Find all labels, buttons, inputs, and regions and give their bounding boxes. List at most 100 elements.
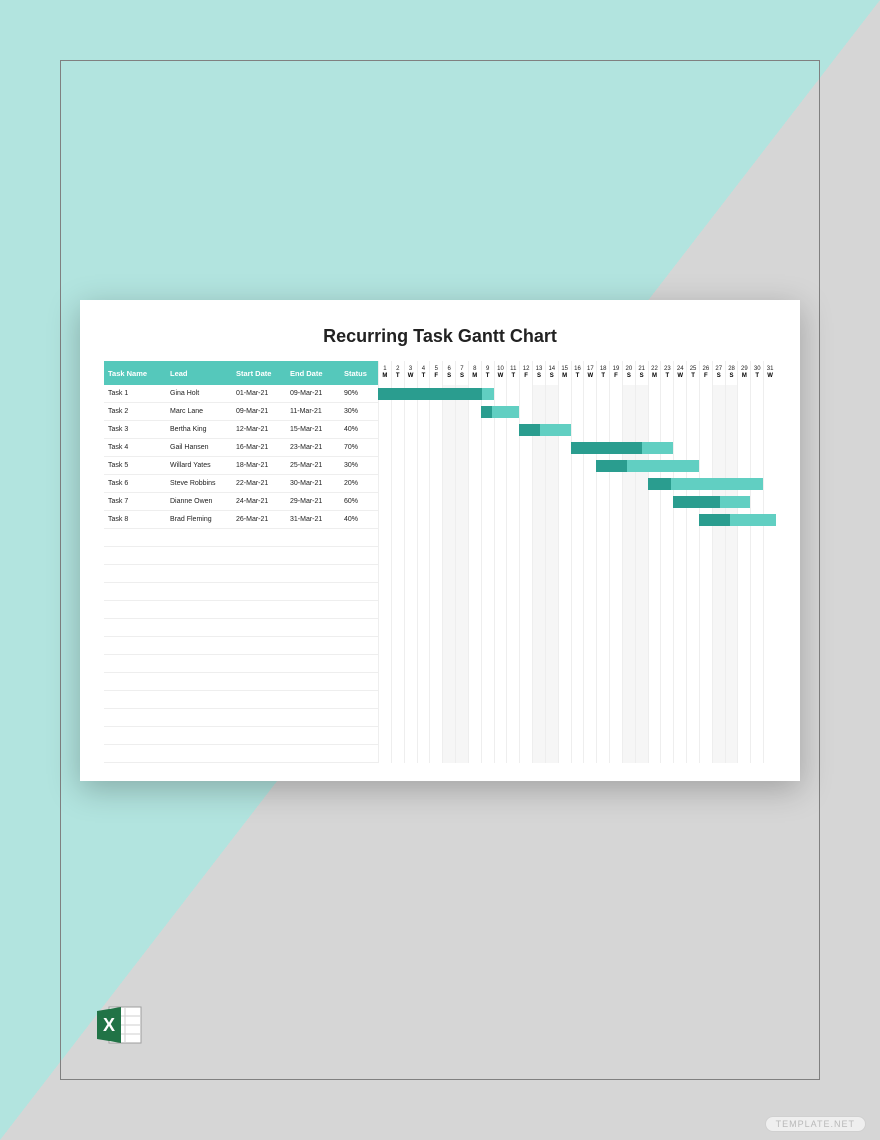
task-row: Task 3Bertha King12-Mar-2115-Mar-2140% xyxy=(104,421,378,439)
empty-row xyxy=(104,547,378,565)
bar-row xyxy=(378,421,776,439)
cell-status: 40% xyxy=(340,511,378,528)
gantt-bar-progress xyxy=(481,406,493,418)
calendar-day-header: 4T xyxy=(417,361,430,385)
bar-row xyxy=(378,673,776,691)
cell-start: 26-Mar-21 xyxy=(232,511,286,528)
cell-end: 09-Mar-21 xyxy=(286,385,340,402)
calendar-day-header: 1M xyxy=(378,361,391,385)
task-row: Task 1Gina Holt01-Mar-2109-Mar-2190% xyxy=(104,385,378,403)
document-card: Recurring Task Gantt Chart Task Name Lea… xyxy=(80,300,800,781)
cell-start: 18-Mar-21 xyxy=(232,457,286,474)
bar-row xyxy=(378,565,776,583)
empty-row xyxy=(104,619,378,637)
cell-start: 24-Mar-21 xyxy=(232,493,286,510)
empty-row xyxy=(104,709,378,727)
empty-row xyxy=(104,637,378,655)
empty-row xyxy=(104,565,378,583)
excel-icon: X xyxy=(95,1005,143,1045)
calendar-day-header: 7S xyxy=(455,361,468,385)
calendar-column xyxy=(378,385,776,763)
calendar-day-header: 13S xyxy=(532,361,545,385)
empty-row xyxy=(104,691,378,709)
task-row: Task 6Steve Robbins22-Mar-2130-Mar-2120% xyxy=(104,475,378,493)
gantt-bar-progress xyxy=(648,478,671,490)
data-area: Task 1Gina Holt01-Mar-2109-Mar-2190%Task… xyxy=(104,385,776,763)
bar-row xyxy=(378,385,776,403)
cell-task: Task 8 xyxy=(104,511,166,528)
calendar-day-header: 21S xyxy=(635,361,648,385)
cell-task: Task 7 xyxy=(104,493,166,510)
chart-title: Recurring Task Gantt Chart xyxy=(104,326,776,347)
calendar-day-header: 8M xyxy=(468,361,481,385)
bar-row xyxy=(378,619,776,637)
calendar-day-header: 9T xyxy=(481,361,494,385)
calendar-day-header: 19F xyxy=(609,361,622,385)
cell-lead: Bertha King xyxy=(166,421,232,438)
calendar-day-header: 3W xyxy=(404,361,417,385)
cell-status: 30% xyxy=(340,403,378,420)
cell-task: Task 3 xyxy=(104,421,166,438)
cell-task: Task 6 xyxy=(104,475,166,492)
cell-lead: Gail Hansen xyxy=(166,439,232,456)
cell-start: 01-Mar-21 xyxy=(232,385,286,402)
gantt-chart: Task Name Lead Start Date End Date Statu… xyxy=(104,361,776,763)
col-header-start: Start Date xyxy=(232,361,286,385)
calendar-day-header: 15M xyxy=(558,361,571,385)
cell-task: Task 1 xyxy=(104,385,166,402)
task-row: Task 2Marc Lane09-Mar-2111-Mar-2130% xyxy=(104,403,378,421)
bar-row xyxy=(378,403,776,421)
cell-status: 20% xyxy=(340,475,378,492)
calendar-day-header: 25T xyxy=(686,361,699,385)
empty-row xyxy=(104,727,378,745)
col-header-end: End Date xyxy=(286,361,340,385)
calendar-day-header: 14S xyxy=(545,361,558,385)
cell-end: 15-Mar-21 xyxy=(286,421,340,438)
gantt-bars xyxy=(378,385,776,763)
gantt-bar-progress xyxy=(519,424,540,436)
cell-end: 31-Mar-21 xyxy=(286,511,340,528)
calendar-day-header: 6S xyxy=(442,361,455,385)
calendar-day-header: 31W xyxy=(763,361,776,385)
bar-row xyxy=(378,547,776,565)
calendar-day-header: 17W xyxy=(583,361,596,385)
col-header-status: Status xyxy=(340,361,378,385)
cell-lead: Steve Robbins xyxy=(166,475,232,492)
gantt-bar-progress xyxy=(673,496,719,508)
task-row: Task 8Brad Fleming26-Mar-2131-Mar-2140% xyxy=(104,511,378,529)
cell-task: Task 4 xyxy=(104,439,166,456)
bar-row xyxy=(378,583,776,601)
cell-lead: Marc Lane xyxy=(166,403,232,420)
gantt-bar-progress xyxy=(699,514,730,526)
cell-end: 25-Mar-21 xyxy=(286,457,340,474)
cell-end: 30-Mar-21 xyxy=(286,475,340,492)
gantt-bar-progress xyxy=(596,460,627,472)
calendar-day-header: 24W xyxy=(673,361,686,385)
cell-task: Task 5 xyxy=(104,457,166,474)
empty-row xyxy=(104,673,378,691)
bar-row xyxy=(378,745,776,763)
bar-row xyxy=(378,475,776,493)
calendar-day-header: 30T xyxy=(750,361,763,385)
empty-row xyxy=(104,655,378,673)
cell-status: 90% xyxy=(340,385,378,402)
calendar-header: 1M2T3W4T5F6S7S8M9T10W11T12F13S14S15M16T1… xyxy=(378,361,776,385)
calendar-day-header: 29M xyxy=(737,361,750,385)
calendar-day-header: 27S xyxy=(712,361,725,385)
cell-start: 22-Mar-21 xyxy=(232,475,286,492)
empty-row xyxy=(104,583,378,601)
cell-status: 40% xyxy=(340,421,378,438)
calendar-day-header: 16T xyxy=(571,361,584,385)
bar-row xyxy=(378,529,776,547)
task-row: Task 4Gail Hansen16-Mar-2123-Mar-2170% xyxy=(104,439,378,457)
cell-status: 30% xyxy=(340,457,378,474)
cell-end: 11-Mar-21 xyxy=(286,403,340,420)
cell-start: 12-Mar-21 xyxy=(232,421,286,438)
bar-row xyxy=(378,439,776,457)
col-header-lead: Lead xyxy=(166,361,232,385)
bar-row xyxy=(378,457,776,475)
cell-start: 09-Mar-21 xyxy=(232,403,286,420)
calendar-day-header: 18T xyxy=(596,361,609,385)
cell-lead: Willard Yates xyxy=(166,457,232,474)
bar-row xyxy=(378,493,776,511)
